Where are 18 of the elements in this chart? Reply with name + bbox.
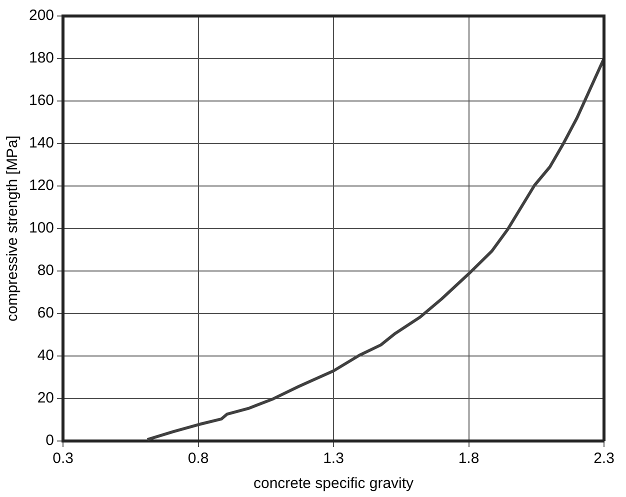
y-axis-title: compressive strength [MPa] bbox=[4, 136, 22, 322]
y-tick-label: 60 bbox=[37, 304, 54, 322]
y-tick-label: 160 bbox=[28, 92, 54, 110]
x-tick-label: 2.3 bbox=[594, 450, 614, 468]
x-tick-label: 1.8 bbox=[458, 450, 480, 468]
y-tick-label: 80 bbox=[37, 262, 54, 280]
x-tick-label: 0.3 bbox=[52, 450, 74, 468]
y-tick-label: 0 bbox=[46, 432, 54, 450]
x-axis-title: concrete specific gravity bbox=[253, 475, 414, 492]
y-tick-label: 180 bbox=[28, 50, 54, 67]
y-tick-label: 120 bbox=[28, 177, 54, 194]
y-tick-label: 20 bbox=[37, 390, 54, 407]
y-tick-label: 40 bbox=[37, 347, 54, 364]
x-tick-label: 1.3 bbox=[323, 450, 344, 468]
y-tick-label: 200 bbox=[28, 7, 54, 24]
y-tick-label: 140 bbox=[28, 134, 54, 152]
x-tick-label: 0.8 bbox=[188, 450, 209, 468]
y-tick-label: 100 bbox=[28, 220, 54, 237]
